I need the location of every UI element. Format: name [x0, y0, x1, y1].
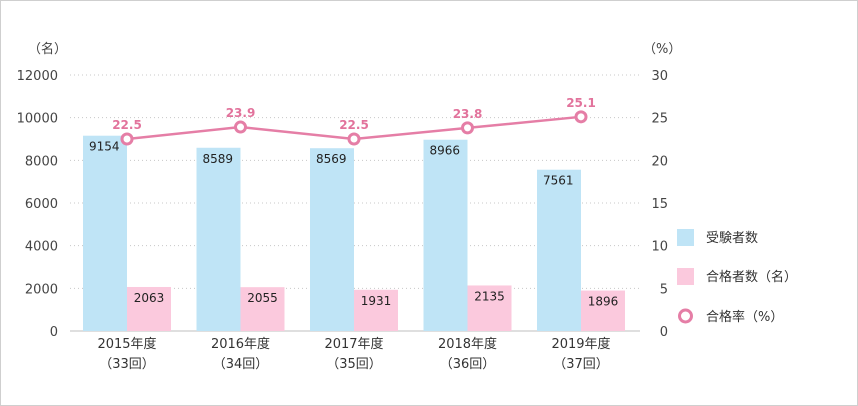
legend-swatch-passers — [677, 268, 694, 285]
bar-passers — [127, 286, 171, 331]
pass-rate-point — [120, 132, 134, 146]
legend-swatch-examinees — [677, 229, 694, 246]
bar-passers — [581, 290, 625, 331]
bar-label-examinees: 8569 — [316, 152, 347, 166]
pass-rate-label: 25.1 — [566, 96, 596, 110]
category-round-label: （33回） — [99, 357, 155, 372]
left-tick-label: 8000 — [25, 154, 58, 169]
left-tick-label: 12000 — [17, 69, 58, 84]
legend-label-passers: 合格者数（名） — [706, 269, 797, 285]
bar-label-examinees: 8589 — [203, 152, 234, 166]
left-tick-label: 10000 — [17, 112, 58, 127]
pass-rate-point — [574, 110, 588, 124]
pass-rate-point — [234, 120, 247, 134]
pass-rate-label: 23.9 — [226, 106, 256, 120]
right-tick-label: 0 — [660, 325, 668, 340]
category-round-label: （34回） — [213, 357, 269, 372]
right-axis-unit: （%） — [643, 42, 681, 57]
bar-label-passers: 2055 — [247, 291, 278, 305]
left-tick-label: 6000 — [25, 197, 58, 212]
bar-passers — [467, 285, 512, 331]
bar-examinees — [423, 139, 468, 331]
pass-rate-label: 22.5 — [112, 118, 142, 132]
bar-label-examinees: 8966 — [430, 144, 461, 158]
legend-swatch-pass-rate — [678, 308, 693, 324]
bar-label-passers: 2063 — [134, 291, 165, 305]
pass-rate-point — [347, 132, 361, 146]
bar-label-examinees: 7561 — [543, 174, 574, 188]
bar-label-examinees: 9154 — [89, 140, 120, 154]
left-axis-unit: （名） — [28, 41, 67, 57]
category-round-label: （36回） — [440, 357, 496, 372]
right-tick-label: 20 — [651, 154, 668, 169]
category-round-label: （35回） — [326, 357, 382, 372]
legend-label-pass-rate: 合格率（%） — [706, 309, 783, 325]
pass-rate-label: 23.8 — [453, 107, 483, 121]
bar-passers — [240, 287, 285, 331]
category-year-label: 2018年度 — [438, 336, 497, 352]
left-tick-label: 2000 — [25, 282, 58, 297]
right-tick-label: 5 — [660, 282, 668, 297]
right-tick-label: 25 — [651, 112, 668, 127]
category-year-label: 2017年度 — [324, 336, 383, 352]
bar-passers — [354, 289, 398, 331]
bar-label-passers: 1896 — [588, 295, 619, 309]
right-tick-label: 10 — [651, 240, 668, 255]
bar-examinees — [537, 169, 581, 331]
legend-label-examinees: 受験者数 — [706, 231, 758, 246]
left-tick-label: 4000 — [25, 240, 58, 255]
bar-label-passers: 2135 — [474, 289, 505, 303]
left-tick-label: 0 — [50, 325, 58, 340]
bar-examinees — [310, 148, 354, 331]
pass-rate-point — [461, 121, 474, 135]
bar-examinees — [196, 147, 241, 331]
pass-rate-label: 22.5 — [339, 118, 369, 132]
right-tick-label: 15 — [651, 197, 668, 212]
right-tick-label: 30 — [651, 69, 668, 84]
category-year-label: 2015年度 — [97, 336, 156, 352]
bar-label-passers: 1931 — [361, 294, 392, 308]
category-year-label: 2016年度 — [211, 336, 270, 352]
category-year-label: 2019年度 — [551, 336, 610, 352]
bar-examinees — [83, 135, 127, 331]
category-round-label: （37回） — [553, 357, 609, 372]
